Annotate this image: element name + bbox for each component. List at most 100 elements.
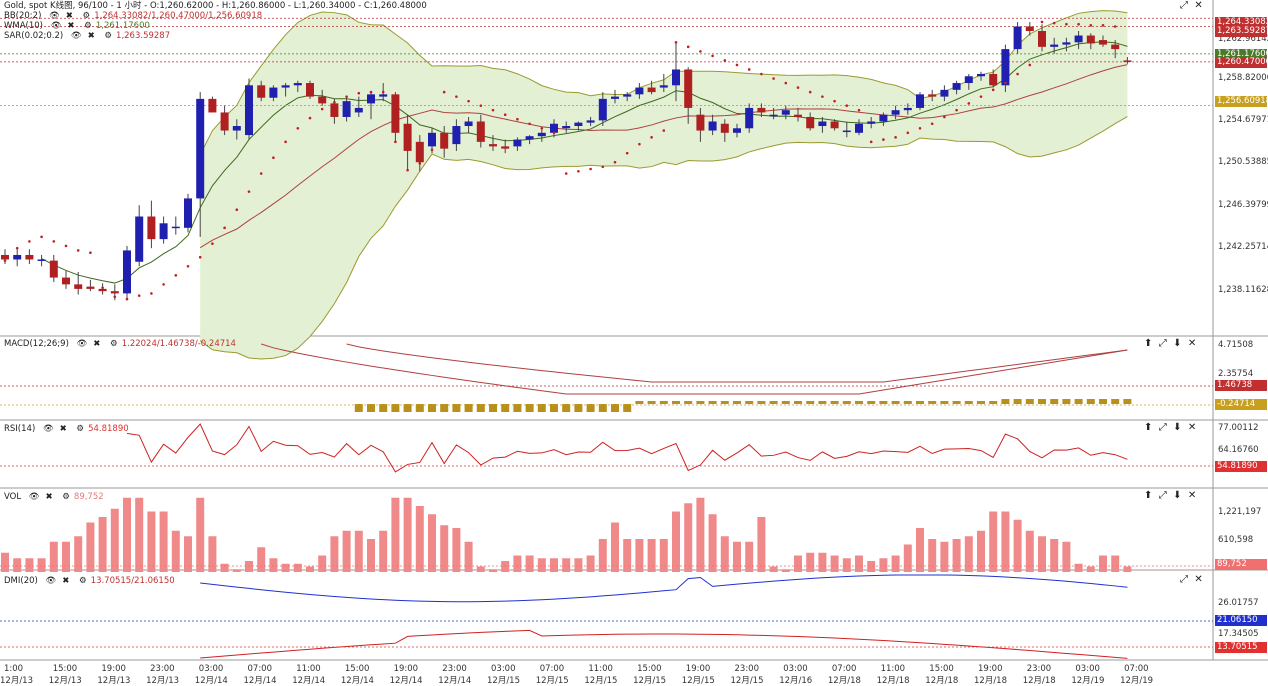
close-icon[interactable]: ✖ (59, 424, 67, 434)
candle-body (842, 130, 851, 133)
sar-dot (345, 95, 348, 98)
expand-icon[interactable]: ⤢ (1158, 338, 1167, 349)
volume-bar (818, 552, 827, 572)
volume-bar (1038, 536, 1046, 572)
expand-icon[interactable]: ⤢ (1180, 0, 1188, 11)
volume-bar (171, 530, 180, 572)
arrow-up-icon[interactable]: ⬆ (1144, 490, 1153, 501)
eye-icon[interactable]: 👁 (50, 21, 62, 31)
arrow-up-icon[interactable]: ⬆ (1144, 422, 1153, 433)
candle-body (659, 85, 668, 88)
close-icon[interactable]: ✖ (45, 492, 53, 502)
volume-bar (611, 522, 619, 572)
sar-dot (613, 160, 617, 164)
close-icon[interactable]: ✕ (1187, 338, 1197, 349)
sar-dot (540, 126, 544, 130)
close-icon[interactable]: ✖ (65, 11, 73, 21)
volume-bar (464, 541, 473, 572)
candle-body (1123, 60, 1132, 62)
eye-icon[interactable]: 👁 (42, 424, 54, 434)
candle-body (403, 123, 412, 151)
volume-bar (428, 514, 436, 572)
candle-body (1074, 35, 1083, 43)
arrow-up-icon[interactable]: ⬆ (1144, 338, 1153, 349)
gear-icon[interactable]: ⚙ (76, 424, 84, 434)
macd-histogram-bar (757, 401, 766, 404)
macd-signal-line (346, 343, 1128, 383)
volume-bar (733, 541, 741, 572)
candle-body (1038, 31, 1046, 47)
close-icon[interactable]: ✖ (87, 31, 95, 41)
close-icon[interactable]: ✕ (1187, 490, 1197, 501)
gear-icon[interactable]: ⚙ (78, 576, 87, 586)
candle-body (147, 216, 156, 240)
expand-icon[interactable]: ⤢ (1158, 490, 1167, 501)
time-tick: 03:00 (1075, 664, 1100, 674)
macd-panel-controls: ⬆ ⤢ ⬇ ✕ (1144, 338, 1196, 349)
volume-bar (318, 555, 327, 572)
sar-dot (699, 50, 702, 53)
sar-dot (3, 259, 7, 262)
sar-dot (674, 41, 678, 44)
candle-body (135, 216, 144, 262)
arrow-down-icon[interactable]: ⬇ (1173, 490, 1182, 501)
candle-body (964, 76, 973, 84)
candle-body (123, 250, 131, 294)
candle-body (989, 73, 998, 86)
candle-body (196, 98, 205, 199)
gear-icon[interactable]: ⚙ (84, 21, 92, 31)
macd-histogram-bar (1123, 399, 1132, 404)
macd-histogram-bar (550, 404, 558, 412)
candle-body (745, 107, 754, 129)
close-icon[interactable]: ✖ (93, 339, 101, 349)
gear-icon[interactable]: ⚙ (62, 492, 70, 502)
close-icon[interactable]: ✖ (67, 21, 75, 31)
eye-icon[interactable]: 👁 (49, 11, 60, 21)
macd-histogram-bar (1086, 399, 1095, 404)
eye-icon[interactable]: 👁 (70, 31, 82, 41)
candle-body (1001, 49, 1010, 86)
gear-icon[interactable]: ⚙ (104, 31, 112, 41)
time-tick: 15:00 (637, 664, 662, 674)
candle-body (464, 121, 473, 127)
date-tick: 12月/15 (730, 676, 764, 686)
macd-histogram-bar (708, 401, 717, 404)
expand-icon[interactable]: ⤢ (1180, 574, 1188, 585)
sar-dot (577, 169, 580, 173)
close-icon[interactable]: ✖ (62, 576, 70, 586)
sar-dot (1028, 63, 1032, 67)
sar-dot (894, 136, 897, 139)
gear-icon[interactable]: ⚙ (82, 11, 91, 21)
eye-icon[interactable]: 👁 (45, 576, 57, 586)
arrow-down-icon[interactable]: ⬇ (1173, 338, 1182, 349)
sar-dot (296, 126, 300, 130)
eye-icon[interactable]: 👁 (76, 339, 88, 349)
sar-dot (943, 115, 946, 119)
sar-dot (650, 136, 653, 139)
volume-bar (342, 530, 351, 572)
close-icon[interactable]: ✕ (1194, 574, 1203, 585)
candle-body (98, 288, 107, 292)
candle-body (1, 254, 9, 260)
sar-dot (491, 108, 495, 112)
eye-icon[interactable]: 👁 (28, 492, 40, 502)
close-icon[interactable]: ✕ (1194, 0, 1203, 11)
close-icon[interactable]: ✕ (1187, 422, 1197, 433)
volume-bar (1074, 563, 1083, 572)
expand-icon[interactable]: ⤢ (1158, 422, 1167, 433)
macd-histogram-bar (623, 404, 632, 412)
macd-tag-hist: -0.24714 (1215, 399, 1267, 410)
gear-icon[interactable]: ⚙ (110, 339, 118, 349)
date-tick: 12月/15 (487, 676, 520, 686)
time-tick: 11:00 (588, 664, 613, 674)
sar-dot (528, 122, 531, 126)
time-tick: 11:00 (880, 664, 906, 674)
time-tick: 19:00 (685, 664, 711, 674)
volume-bar (147, 511, 156, 572)
sar-dot (442, 90, 446, 94)
arrow-down-icon[interactable]: ⬇ (1173, 422, 1182, 433)
candle-body (1062, 42, 1071, 45)
candle-body (525, 136, 534, 140)
candle-body (537, 132, 546, 137)
candle-body (49, 260, 58, 278)
